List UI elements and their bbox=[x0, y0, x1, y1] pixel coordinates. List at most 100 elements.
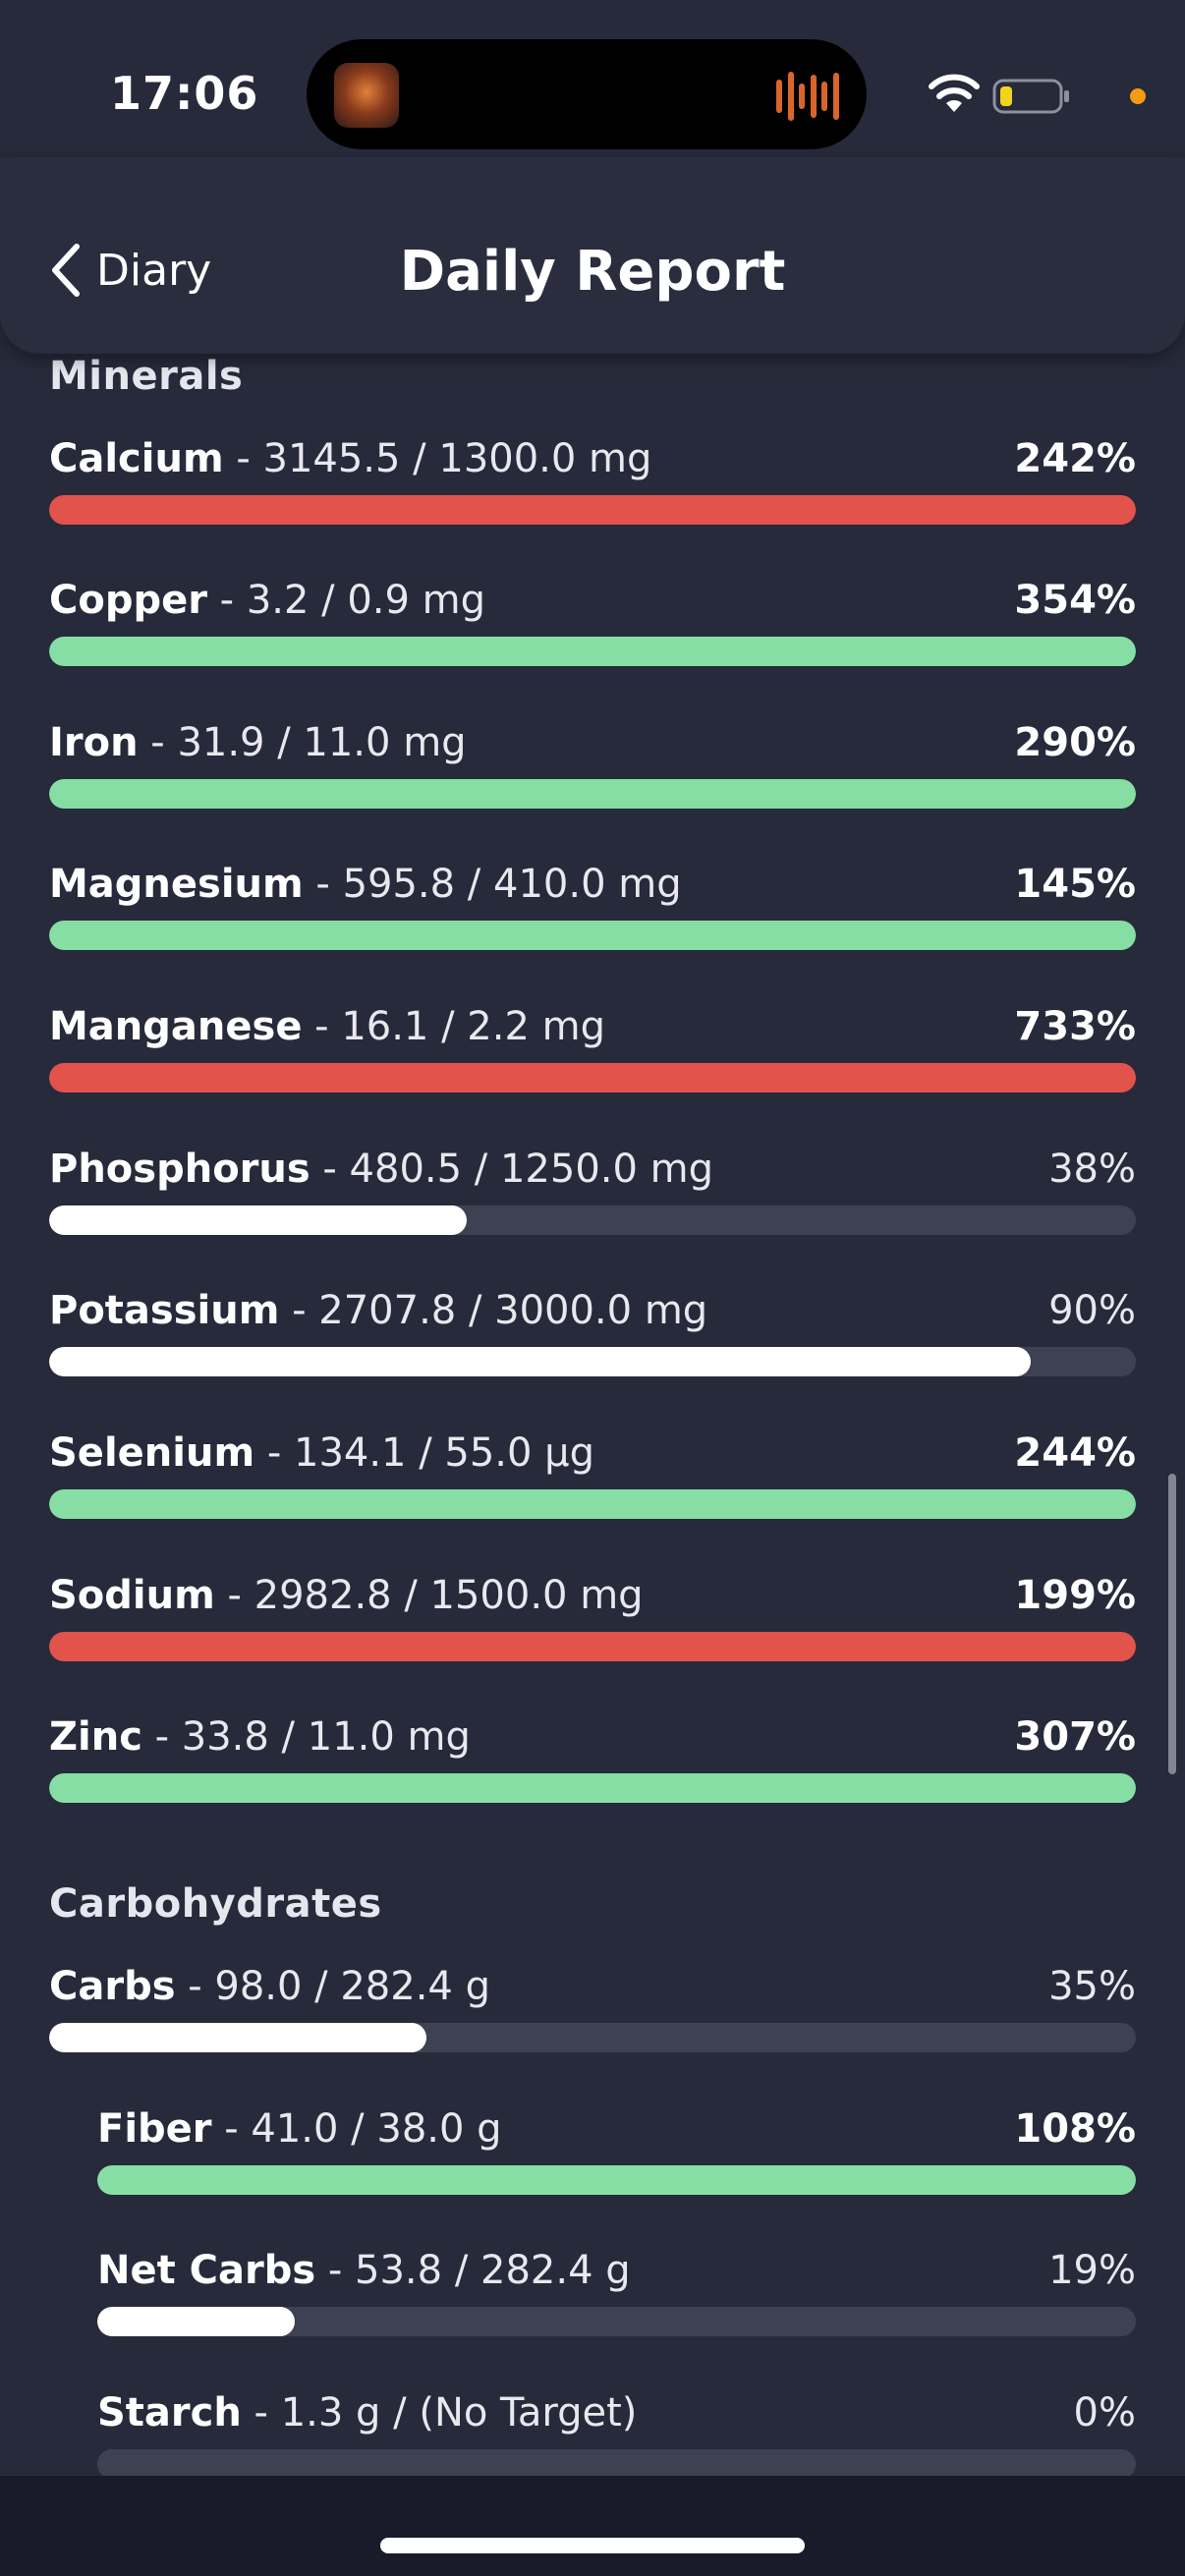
nutrient-row-copper: Copper - 3.2 / 0.9 mg 354% bbox=[49, 576, 1136, 684]
progress-fill bbox=[49, 2023, 426, 2052]
nutrient-amount: - 53.8 / 282.4 g bbox=[315, 2248, 631, 2293]
section-title-carbohydrates: Carbohydrates bbox=[49, 1881, 382, 1927]
nutrient-percent: 242% bbox=[1014, 436, 1136, 481]
home-indicator[interactable] bbox=[380, 2538, 805, 2553]
privacy-indicator-dot bbox=[1130, 88, 1146, 104]
progress-fill bbox=[97, 2307, 295, 2336]
nav-header: Diary Daily Report bbox=[0, 157, 1185, 354]
progress-track bbox=[49, 1063, 1136, 1092]
back-button[interactable]: Diary bbox=[47, 234, 211, 307]
nutrient-percent: 108% bbox=[1014, 2106, 1136, 2152]
nutrient-row-zinc: Zinc - 33.8 / 11.0 mg 307% bbox=[49, 1712, 1136, 1820]
nutrient-percent: 35% bbox=[1048, 1964, 1136, 2009]
progress-track bbox=[49, 2023, 1136, 2052]
progress-track bbox=[49, 779, 1136, 809]
progress-fill bbox=[97, 2165, 1136, 2195]
progress-track bbox=[49, 1489, 1136, 1519]
chevron-left-icon bbox=[52, 244, 80, 297]
nutrient-name: Magnesium bbox=[49, 862, 304, 907]
nutrient-name: Carbs bbox=[49, 1964, 176, 2009]
nutrient-row-net-carbs: Net Carbs - 53.8 / 282.4 g 19% bbox=[97, 2246, 1136, 2354]
nutrient-row-sodium: Sodium - 2982.8 / 1500.0 mg 199% bbox=[49, 1571, 1136, 1679]
nutrient-amount: - 33.8 / 11.0 mg bbox=[141, 1714, 471, 1760]
audio-waveform-icon bbox=[776, 69, 839, 124]
nutrient-percent: 19% bbox=[1048, 2248, 1136, 2293]
nutrient-percent: 0% bbox=[1073, 2390, 1136, 2436]
nutrient-amount: - 98.0 / 282.4 g bbox=[175, 1964, 490, 2009]
nutrient-name: Zinc bbox=[49, 1714, 142, 1760]
nutrient-name: Copper bbox=[49, 578, 207, 623]
progress-track bbox=[49, 1347, 1136, 1376]
nutrient-row-starch: Starch - 1.3 g / (No Target) 0% bbox=[97, 2388, 1136, 2476]
nutrient-row-iron: Iron - 31.9 / 11.0 mg 290% bbox=[49, 718, 1136, 826]
section-title-minerals: Minerals bbox=[49, 354, 244, 399]
progress-fill bbox=[49, 1632, 1136, 1661]
nutrient-name: Iron bbox=[49, 720, 139, 765]
nutrient-percent: 733% bbox=[1014, 1004, 1136, 1049]
nutrient-row-selenium: Selenium - 134.1 / 55.0 µg 244% bbox=[49, 1428, 1136, 1537]
nutrient-percent: 199% bbox=[1014, 1573, 1136, 1618]
nutrient-percent: 244% bbox=[1014, 1430, 1136, 1476]
progress-fill bbox=[49, 637, 1136, 666]
nutrient-name: Phosphorus bbox=[49, 1147, 310, 1192]
battery-icon bbox=[992, 79, 1069, 114]
progress-track bbox=[49, 1632, 1136, 1661]
nutrient-amount: - 41.0 / 38.0 g bbox=[211, 2106, 502, 2152]
status-time: 17:06 bbox=[110, 67, 259, 120]
nutrient-name: Manganese bbox=[49, 1004, 303, 1049]
nutrient-percent: 90% bbox=[1048, 1288, 1136, 1333]
nutrient-amount: - 134.1 / 55.0 µg bbox=[254, 1430, 595, 1476]
dynamic-island[interactable] bbox=[307, 39, 867, 149]
nutrient-amount: - 31.9 / 11.0 mg bbox=[138, 720, 467, 765]
progress-fill bbox=[49, 1489, 1136, 1519]
nutrient-amount: - 595.8 / 410.0 mg bbox=[303, 862, 682, 907]
nutrient-row-potassium: Potassium - 2707.8 / 3000.0 mg 90% bbox=[49, 1286, 1136, 1394]
nutrient-percent: 145% bbox=[1014, 862, 1136, 907]
progress-fill bbox=[49, 1205, 467, 1235]
progress-track bbox=[49, 495, 1136, 525]
progress-fill bbox=[49, 921, 1136, 950]
back-button-label: Diary bbox=[96, 245, 212, 296]
nutrient-row-phosphorus: Phosphorus - 480.5 / 1250.0 mg 38% bbox=[49, 1145, 1136, 1253]
nutrient-row-fiber: Fiber - 41.0 / 38.0 g 108% bbox=[97, 2104, 1136, 2212]
nutrient-name: Starch bbox=[97, 2390, 242, 2436]
nutrient-amount: - 2982.8 / 1500.0 mg bbox=[214, 1573, 644, 1618]
now-playing-artwork bbox=[334, 63, 399, 128]
progress-fill bbox=[49, 1347, 1031, 1376]
nutrient-amount: - 3.2 / 0.9 mg bbox=[206, 578, 486, 623]
progress-fill bbox=[49, 779, 1136, 809]
progress-track bbox=[97, 2165, 1136, 2195]
nutrient-name: Sodium bbox=[49, 1573, 215, 1618]
nutrient-row-calcium: Calcium - 3145.5 / 1300.0 mg 242% bbox=[49, 434, 1136, 542]
nutrient-percent: 354% bbox=[1014, 578, 1136, 623]
nutrient-amount: - 1.3 g / (No Target) bbox=[241, 2390, 638, 2436]
nutrient-row-magnesium: Magnesium - 595.8 / 410.0 mg 145% bbox=[49, 860, 1136, 968]
report-content[interactable]: Minerals Calcium - 3145.5 / 1300.0 mg 24… bbox=[0, 354, 1185, 2476]
nutrient-amount: - 480.5 / 1250.0 mg bbox=[310, 1147, 713, 1192]
status-bar: 17:06 bbox=[0, 0, 1185, 157]
nutrient-row-manganese: Manganese - 16.1 / 2.2 mg 733% bbox=[49, 1002, 1136, 1110]
nutrient-amount: - 2707.8 / 3000.0 mg bbox=[279, 1288, 708, 1333]
bottom-safe-area bbox=[0, 2476, 1185, 2576]
nutrient-row-carbs: Carbs - 98.0 / 282.4 g 35% bbox=[49, 1962, 1136, 2070]
nutrient-amount: - 16.1 / 2.2 mg bbox=[302, 1004, 605, 1049]
nutrient-name: Potassium bbox=[49, 1288, 280, 1333]
nutrient-percent: 290% bbox=[1014, 720, 1136, 765]
nutrient-amount: - 3145.5 / 1300.0 mg bbox=[223, 436, 652, 481]
nutrient-name: Calcium bbox=[49, 436, 224, 481]
wifi-icon bbox=[929, 74, 980, 112]
nutrient-name: Fiber bbox=[97, 2106, 212, 2152]
nutrient-name: Net Carbs bbox=[97, 2248, 316, 2293]
nutrient-percent: 307% bbox=[1014, 1714, 1136, 1760]
progress-track bbox=[97, 2449, 1136, 2476]
progress-track bbox=[49, 1773, 1136, 1803]
nutrient-name: Selenium bbox=[49, 1430, 255, 1476]
progress-track bbox=[49, 1205, 1136, 1235]
scrollbar[interactable] bbox=[1168, 1474, 1176, 1774]
nutrient-percent: 38% bbox=[1048, 1147, 1136, 1192]
progress-fill bbox=[49, 1773, 1136, 1803]
progress-track bbox=[49, 637, 1136, 666]
progress-fill bbox=[49, 1063, 1136, 1092]
progress-track bbox=[97, 2307, 1136, 2336]
